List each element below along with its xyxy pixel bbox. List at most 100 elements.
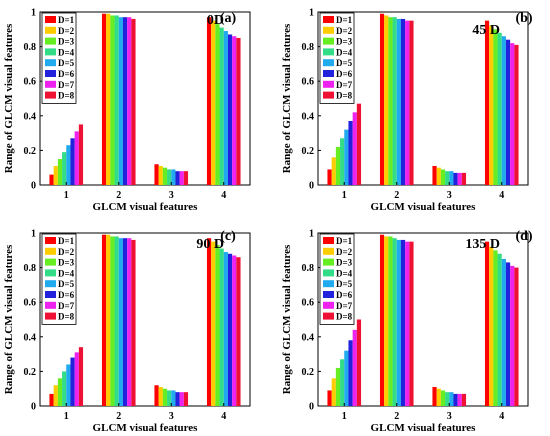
- legend-label: D=4: [58, 47, 75, 57]
- bar-D=5-cat-2: [396, 239, 401, 406]
- y-tick-label: 0.8: [302, 263, 315, 274]
- x-tick-label: 3: [169, 411, 174, 422]
- legend-swatch: [323, 247, 334, 255]
- bar-D=8-cat-1: [356, 319, 362, 406]
- bar-D=5-cat-4: [223, 252, 228, 406]
- bar-D=4-cat-2: [392, 17, 397, 185]
- bar-D=2-cat-1: [53, 165, 58, 185]
- bar-D=5-cat-4: [223, 31, 228, 186]
- x-tick-label: 4: [221, 411, 226, 422]
- legend-label: D=1: [58, 15, 75, 25]
- legend-label: D=2: [336, 26, 353, 36]
- bar-D=3-cat-4: [493, 29, 498, 185]
- legend-swatch: [323, 301, 334, 309]
- bar-D=2-cat-2: [106, 13, 111, 186]
- x-tick-label: 2: [394, 411, 399, 422]
- bar-D=6-cat-2: [122, 17, 128, 185]
- x-tick-label: 1: [64, 190, 69, 201]
- legend-swatch: [45, 91, 56, 99]
- y-tick-label: 0: [309, 181, 314, 192]
- bar-D=1-cat-2: [101, 234, 107, 406]
- x-tick-label: 3: [169, 190, 174, 201]
- bar-D=1-cat-3: [154, 164, 159, 185]
- bar-D=2-cat-3: [158, 386, 163, 406]
- panel-letter: (c): [220, 229, 236, 244]
- legend-swatch: [45, 59, 56, 67]
- legend-swatch: [323, 269, 334, 277]
- legend-label: D=3: [336, 258, 353, 268]
- legend-swatch: [323, 48, 334, 56]
- legend-label: D=1: [336, 15, 353, 25]
- bar-D=5-cat-4: [501, 258, 506, 406]
- y-axis-label: Range of GLCM visual features: [281, 23, 293, 173]
- y-tick-label: 1: [309, 229, 314, 240]
- x-tick-label: 1: [342, 411, 347, 422]
- bar-D=8-cat-1: [78, 347, 84, 406]
- legend-swatch: [323, 37, 334, 45]
- bar-D=1-cat-3: [432, 165, 437, 185]
- bar-D=3-cat-1: [57, 378, 63, 406]
- y-tick-label: 0.8: [24, 42, 37, 53]
- legend-label: D=3: [336, 37, 353, 47]
- bar-D=6-cat-3: [453, 172, 458, 185]
- bar-D=3-cat-4: [493, 250, 498, 406]
- legend-label: D=2: [336, 247, 353, 257]
- bar-D=7-cat-3: [179, 392, 184, 406]
- bar-D=8-cat-3: [461, 172, 467, 185]
- y-tick-label: 0.4: [24, 111, 37, 122]
- panel-title: 135 D: [465, 237, 500, 252]
- bar-D=1-cat-3: [432, 386, 437, 406]
- bar-D=3-cat-1: [335, 367, 341, 406]
- bar-D=8-cat-3: [183, 392, 189, 406]
- bar-D=7-cat-4: [232, 255, 237, 406]
- legend-label: D=1: [336, 236, 353, 246]
- bar-D=2-cat-1: [331, 157, 336, 185]
- legend-swatch: [323, 16, 334, 23]
- legend-label: D=1: [58, 236, 75, 246]
- bar-D=6-cat-4: [505, 262, 511, 406]
- bar-D=7-cat-2: [127, 238, 132, 406]
- x-tick-label: 4: [221, 190, 226, 201]
- bar-D=7-cat-3: [457, 172, 462, 185]
- bar-D=6-cat-2: [400, 239, 406, 406]
- y-tick-label: 0: [31, 402, 36, 413]
- bar-D=8-cat-4: [514, 267, 519, 406]
- bar-D=1-cat-2: [379, 13, 385, 186]
- bar-D=3-cat-3: [162, 167, 168, 185]
- bar-D=5-cat-1: [344, 350, 349, 406]
- y-tick-label: 0.6: [302, 77, 315, 88]
- bar-D=2-cat-2: [106, 234, 111, 406]
- bar-D=1-cat-1: [49, 174, 54, 185]
- x-tick-label: 1: [64, 411, 69, 422]
- bar-D=4-cat-1: [340, 359, 345, 406]
- panel-title: 0D: [207, 13, 224, 28]
- legend-swatch: [45, 16, 56, 23]
- panel-letter: (b): [515, 11, 532, 26]
- legend-label: D=5: [58, 279, 75, 289]
- legend-swatch: [45, 301, 56, 309]
- bar-D=1-cat-1: [327, 169, 332, 185]
- legend-swatch: [323, 280, 334, 288]
- x-axis-label: GLCM visual features: [371, 201, 477, 213]
- bar-D=5-cat-1: [66, 364, 71, 406]
- bar-D=2-cat-2: [384, 236, 389, 406]
- legend-label: D=7: [336, 80, 353, 90]
- legend-label: D=6: [336, 69, 353, 79]
- x-tick-label: 4: [499, 190, 504, 201]
- legend-swatch: [45, 247, 56, 255]
- legend-label: D=5: [336, 58, 353, 68]
- y-tick-label: 0.8: [302, 42, 315, 53]
- bar-D=2-cat-4: [489, 246, 494, 406]
- legend-label: D=7: [58, 301, 75, 311]
- bar-D=1-cat-4: [484, 241, 490, 406]
- legend-swatch: [323, 26, 334, 34]
- bar-D=8-cat-4: [236, 37, 241, 186]
- bar-D=5-cat-1: [66, 145, 71, 185]
- legend-swatch: [323, 258, 334, 266]
- bar-D=8-cat-2: [409, 241, 414, 406]
- bar-D=7-cat-2: [405, 20, 410, 186]
- plot-frame: [317, 11, 529, 186]
- legend-swatch: [45, 70, 56, 77]
- bar-D=2-cat-3: [436, 167, 441, 185]
